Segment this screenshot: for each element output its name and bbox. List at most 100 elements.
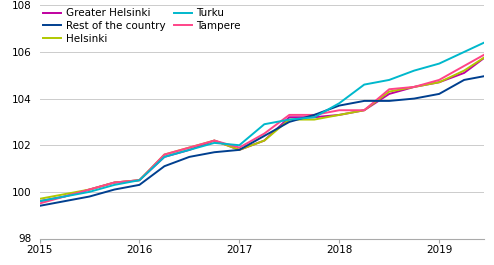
Rest of the country [436,92,442,95]
Greater Helsinki [162,155,167,158]
Line: Greater Helsinki: Greater Helsinki [40,54,489,201]
Helsinki [486,53,492,56]
Greater Helsinki [287,116,292,119]
Tampere [186,146,192,149]
Tampere [261,132,267,135]
Tampere [287,113,292,117]
Greater Helsinki [311,116,317,119]
Turku [261,123,267,126]
Helsinki [186,146,192,149]
Rest of the country [461,78,467,82]
Greater Helsinki [486,53,492,56]
Tampere [386,88,392,91]
Helsinki [311,118,317,121]
Legend: Greater Helsinki, Rest of the country, Helsinki, Turku, Tampere: Greater Helsinki, Rest of the country, H… [41,6,243,46]
Greater Helsinki [211,139,217,142]
Turku [436,62,442,65]
Rest of the country [37,204,42,207]
Tampere [411,85,417,89]
Turku [411,69,417,72]
Tampere [62,195,68,198]
Tampere [37,202,42,205]
Helsinki [136,179,142,182]
Tampere [361,109,367,112]
Turku [37,200,42,203]
Helsinki [361,109,367,112]
Greater Helsinki [136,179,142,182]
Tampere [162,153,167,156]
Greater Helsinki [37,200,42,203]
Greater Helsinki [236,148,242,152]
Turku [186,148,192,152]
Rest of the country [336,104,342,107]
Rest of the country [112,188,118,191]
Helsinki [37,197,42,200]
Rest of the country [261,134,267,138]
Tampere [136,179,142,182]
Turku [211,141,217,144]
Turku [461,50,467,54]
Greater Helsinki [62,195,68,198]
Greater Helsinki [436,81,442,84]
Helsinki [436,81,442,84]
Rest of the country [287,120,292,123]
Turku [162,155,167,158]
Rest of the country [211,151,217,154]
Greater Helsinki [336,113,342,117]
Tampere [486,50,492,54]
Turku [361,83,367,86]
Rest of the country [486,74,492,77]
Tampere [436,78,442,82]
Turku [386,78,392,82]
Greater Helsinki [261,139,267,142]
Greater Helsinki [112,181,118,184]
Greater Helsinki [361,109,367,112]
Tampere [236,146,242,149]
Rest of the country [136,183,142,187]
Helsinki [86,188,92,191]
Tampere [86,188,92,191]
Greater Helsinki [186,148,192,152]
Line: Rest of the country: Rest of the country [40,75,489,206]
Rest of the country [162,165,167,168]
Rest of the country [386,99,392,103]
Rest of the country [186,155,192,158]
Tampere [112,181,118,184]
Rest of the country [411,97,417,100]
Helsinki [112,181,118,184]
Helsinki [211,139,217,142]
Greater Helsinki [86,188,92,191]
Turku [236,144,242,147]
Turku [287,118,292,121]
Line: Tampere: Tampere [40,52,489,204]
Turku [336,102,342,105]
Rest of the country [86,195,92,198]
Rest of the country [236,148,242,152]
Helsinki [411,85,417,89]
Helsinki [62,193,68,196]
Line: Helsinki: Helsinki [40,54,489,199]
Helsinki [261,139,267,142]
Helsinki [162,153,167,156]
Tampere [461,64,467,68]
Turku [62,195,68,198]
Helsinki [236,148,242,152]
Rest of the country [62,200,68,203]
Turku [136,179,142,182]
Greater Helsinki [411,85,417,89]
Helsinki [287,118,292,121]
Helsinki [461,69,467,72]
Turku [86,190,92,193]
Tampere [211,139,217,142]
Tampere [311,113,317,117]
Line: Turku: Turku [40,40,489,201]
Rest of the country [361,99,367,103]
Helsinki [386,90,392,93]
Greater Helsinki [461,71,467,74]
Tampere [336,109,342,112]
Rest of the country [311,113,317,117]
Helsinki [336,113,342,117]
Greater Helsinki [386,92,392,95]
Turku [112,183,118,187]
Turku [311,116,317,119]
